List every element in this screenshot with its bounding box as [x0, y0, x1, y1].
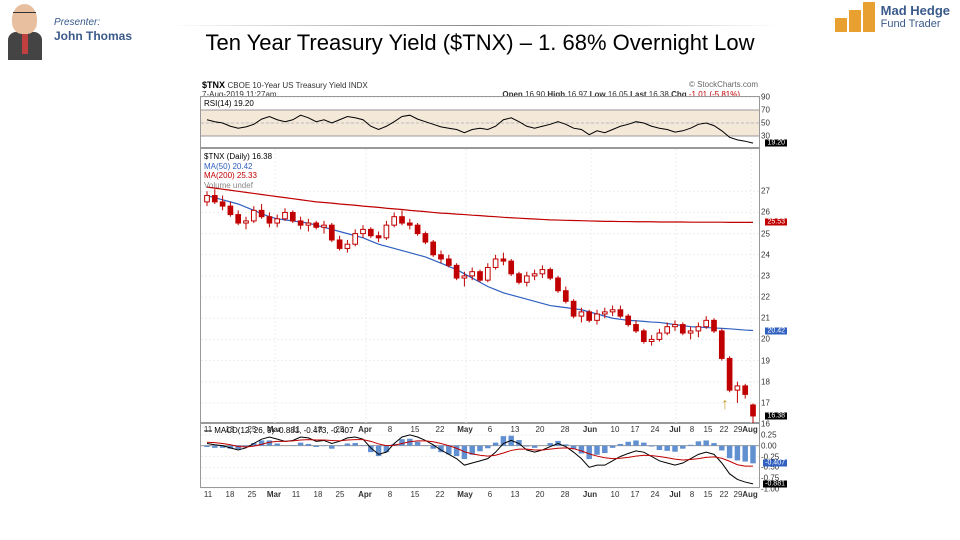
- xaxis-label: 10: [611, 490, 620, 499]
- xaxis-label-mid: 25: [248, 425, 257, 434]
- brand-logo: Mad Hedge Fund Trader: [835, 2, 950, 32]
- slide-title: Ten Year Treasury Yield ($TNX) – 1. 68% …: [0, 30, 960, 56]
- ticker-symbol: $TNX CBOE 10-Year US Treasury Yield INDX: [202, 80, 368, 90]
- xaxis-label: 24: [651, 490, 660, 499]
- xaxis-label-mid: 29: [734, 425, 743, 434]
- xaxis-label: Aug: [742, 490, 758, 499]
- ticker-desc: CBOE 10-Year US Treasury Yield INDX: [228, 81, 368, 90]
- header-divider: [170, 25, 780, 26]
- presenter-label: Presenter:: [54, 17, 132, 29]
- xaxis-label-mid: 22: [720, 425, 729, 434]
- xaxis-label-mid: 22: [436, 425, 445, 434]
- brand-line1: Mad Hedge: [881, 4, 950, 18]
- xaxis-label-mid: 28: [561, 425, 570, 434]
- xaxis-label: Jul: [669, 490, 681, 499]
- xaxis-label: 25: [336, 490, 345, 499]
- xaxis-label-mid: Jun: [583, 425, 597, 434]
- xaxis-label: 15: [411, 490, 420, 499]
- stock-chart: $TNX CBOE 10-Year US Treasury Yield INDX…: [200, 80, 760, 520]
- xaxis-label: Mar: [267, 490, 281, 499]
- price-panel: $TNX (Daily) 16.38 MA(50) 20.42 MA(200) …: [200, 148, 760, 423]
- brand-bars-icon: [835, 2, 875, 32]
- brand-line2: Fund Trader: [881, 18, 950, 30]
- xaxis-label-mid: 18: [226, 425, 235, 434]
- xaxis-label-mid: Apr: [358, 425, 372, 434]
- xaxis-label-mid: 8: [388, 425, 392, 434]
- xaxis-label: 18: [226, 490, 235, 499]
- xaxis-label: 29: [734, 490, 743, 499]
- xaxis-label-mid: 8: [690, 425, 694, 434]
- xaxis-label: 22: [436, 490, 445, 499]
- xaxis-label-mid: 11: [204, 425, 212, 434]
- xaxis-label-mid: 10: [611, 425, 620, 434]
- xaxis-label-mid: 20: [536, 425, 545, 434]
- xaxis-label-mid: 17: [631, 425, 640, 434]
- xaxis-label: 25: [248, 490, 257, 499]
- rsi-panel: RSI(14) 19.20 3050709019.20: [200, 96, 760, 148]
- xaxis-label: 22: [720, 490, 729, 499]
- xaxis-label-mid: 18: [314, 425, 323, 434]
- xaxis-label-mid: Aug: [742, 425, 758, 434]
- xaxis-label: Apr: [358, 490, 372, 499]
- chart-source: © StockCharts.com: [689, 80, 758, 89]
- xaxis-label: Jun: [583, 490, 597, 499]
- xaxis-label-mid: 25: [336, 425, 345, 434]
- xaxis-label: May: [457, 490, 473, 499]
- xaxis-label: 18: [314, 490, 323, 499]
- xaxis-label-mid: 11: [292, 425, 300, 434]
- xaxis-label-mid: May: [457, 425, 473, 434]
- xaxis-label: 8: [388, 490, 392, 499]
- xaxis-label: 28: [561, 490, 570, 499]
- xaxis-label: 13: [511, 490, 520, 499]
- xaxis-label-mid: 6: [488, 425, 492, 434]
- ticker: $TNX: [202, 80, 225, 90]
- xaxis-label: 11: [292, 490, 300, 499]
- xaxis-label-mid: Jul: [669, 425, 681, 434]
- xaxis-label-mid: 24: [651, 425, 660, 434]
- xaxis-label: 20: [536, 490, 545, 499]
- xaxis-label-mid: 15: [704, 425, 713, 434]
- xaxis-label-mid: 13: [511, 425, 520, 434]
- xaxis-label: 15: [704, 490, 713, 499]
- xaxis-label-mid: Mar: [267, 425, 281, 434]
- xaxis-label: 8: [690, 490, 694, 499]
- xaxis-label: 17: [631, 490, 640, 499]
- xaxis-label: 11: [204, 490, 212, 499]
- xaxis-label: 6: [488, 490, 492, 499]
- xaxis-label-mid: 15: [411, 425, 420, 434]
